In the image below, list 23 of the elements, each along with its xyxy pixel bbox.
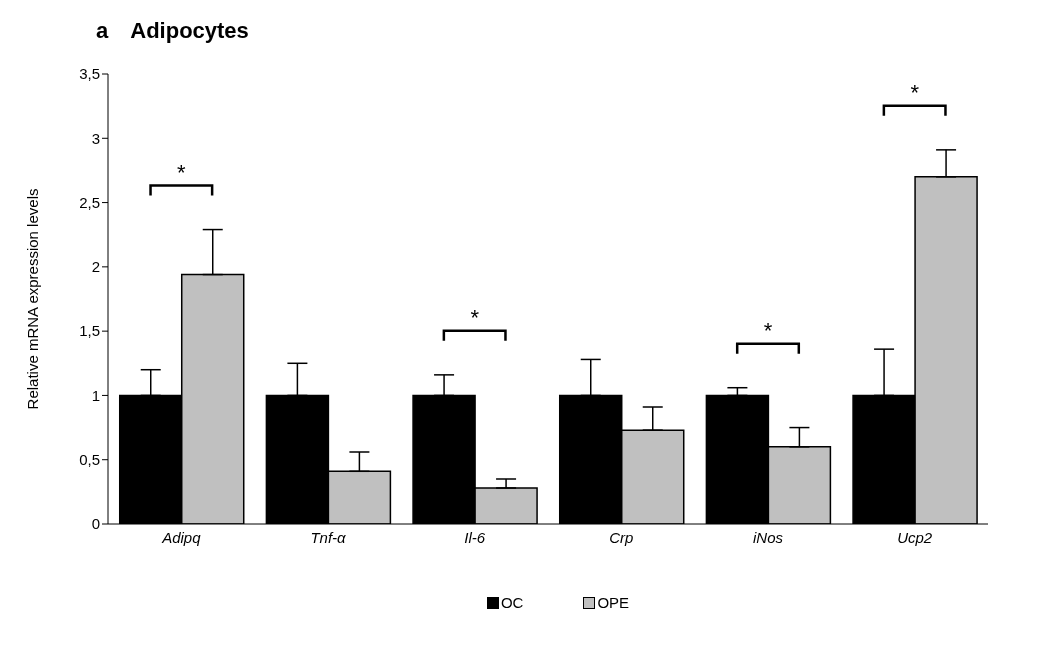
y-tick-label: 0	[91, 515, 100, 533]
y-tick-label: 0,5	[79, 451, 100, 469]
y-tick-label: 3,5	[79, 65, 100, 83]
x-tick-label: Il-6	[464, 528, 486, 546]
chart-title: Adipocytes	[130, 18, 249, 44]
y-tick-label: 3	[91, 129, 100, 147]
annotation: *	[177, 159, 187, 185]
y-tick-label: 2,5	[79, 193, 100, 211]
y-tick-label: 1	[91, 386, 100, 404]
x-tick-label: Crp	[609, 528, 634, 546]
legend-label: OC	[499, 594, 524, 611]
annotation: *	[910, 79, 920, 105]
y-tick-label: 2	[91, 258, 100, 276]
annotation: *	[763, 317, 773, 343]
y-tick-label: 1,5	[79, 322, 100, 340]
y-axis-title: Relative mRNA expression levels	[24, 188, 42, 410]
x-tick-label: Ucp2	[897, 528, 933, 546]
annotation: *	[470, 304, 480, 330]
text: a	[96, 18, 109, 44]
x-tick-label: Adipq	[161, 528, 202, 546]
x-tick-label: iNos	[752, 528, 784, 546]
legend-label: OPE	[596, 594, 630, 611]
x-tick-label: Tnf-α	[310, 528, 347, 546]
